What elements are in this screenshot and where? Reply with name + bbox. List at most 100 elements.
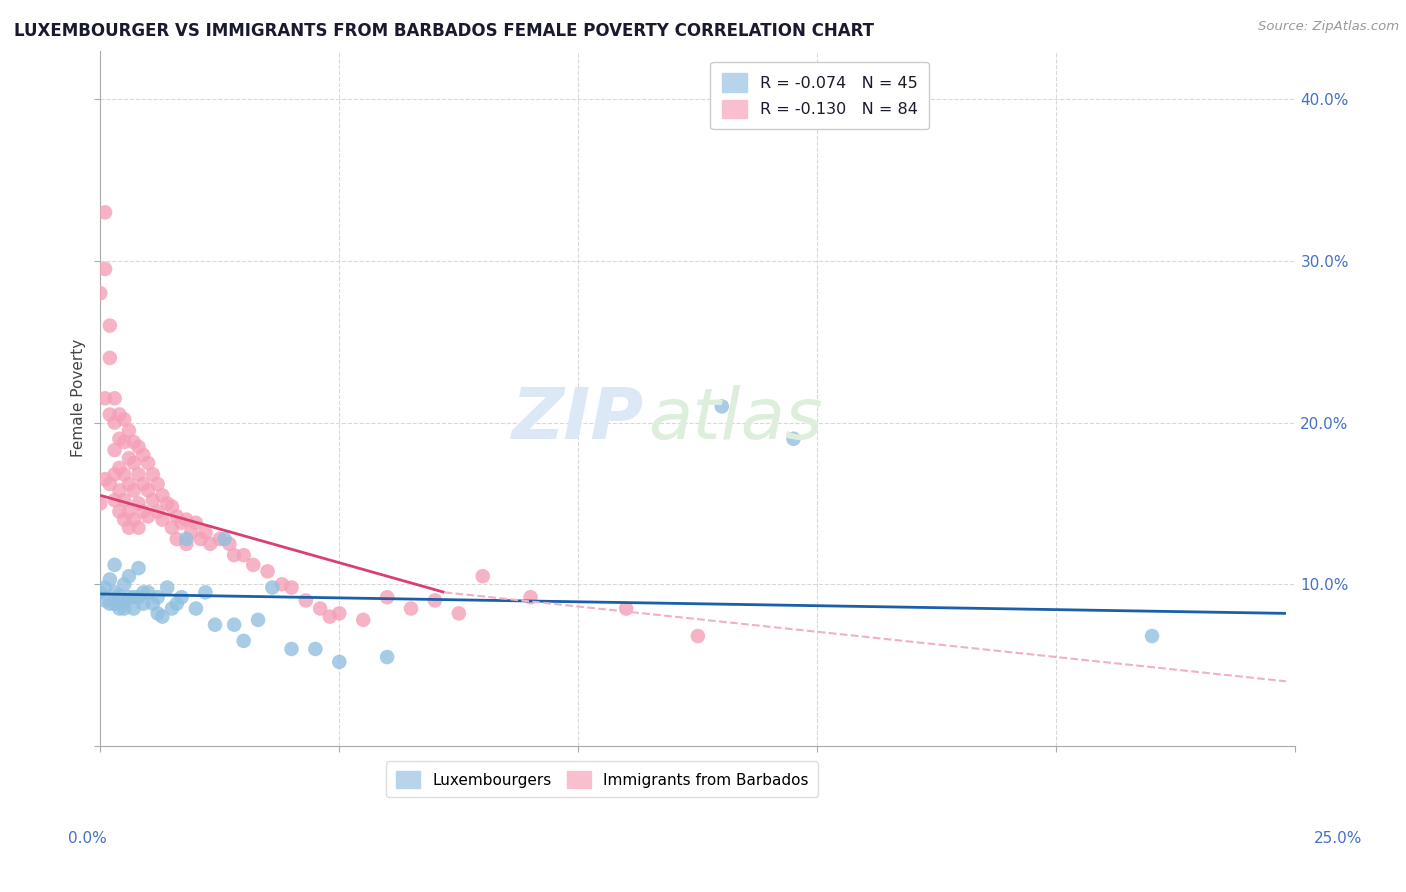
Point	[176, 513, 198, 527]
Point	[166, 532, 188, 546]
Point	[146, 477, 169, 491]
Point	[146, 504, 169, 518]
Point	[118, 477, 141, 491]
Point	[447, 607, 470, 621]
Point	[89, 286, 111, 301]
Point	[224, 617, 246, 632]
Point	[132, 504, 155, 518]
Point	[160, 601, 183, 615]
Point	[156, 581, 179, 595]
Point	[375, 591, 398, 605]
Point	[104, 558, 127, 572]
Point	[94, 205, 117, 219]
Point	[108, 483, 131, 498]
Text: 0.0%: 0.0%	[67, 831, 107, 846]
Point	[166, 509, 188, 524]
Point	[194, 585, 217, 599]
Point	[104, 416, 127, 430]
Point	[295, 593, 318, 607]
Point	[142, 467, 165, 482]
Point	[152, 609, 174, 624]
Point	[280, 581, 302, 595]
Point	[176, 532, 198, 546]
Point	[180, 525, 202, 540]
Point	[122, 483, 145, 498]
Point	[152, 513, 174, 527]
Text: Source: ZipAtlas.com: Source: ZipAtlas.com	[1258, 20, 1399, 33]
Point	[128, 521, 150, 535]
Point	[156, 496, 179, 510]
Point	[686, 629, 709, 643]
Point	[112, 412, 135, 426]
Point	[112, 493, 135, 508]
Point	[142, 493, 165, 508]
Point	[309, 601, 332, 615]
Point	[256, 565, 278, 579]
Point	[104, 585, 127, 599]
Point	[328, 607, 350, 621]
Y-axis label: Female Poverty: Female Poverty	[72, 339, 86, 458]
Point	[614, 601, 637, 615]
Point	[170, 591, 193, 605]
Point	[94, 392, 117, 406]
Point	[122, 513, 145, 527]
Point	[94, 581, 117, 595]
Point	[122, 601, 145, 615]
Point	[146, 591, 169, 605]
Point	[98, 318, 121, 333]
Point	[208, 532, 231, 546]
Point	[423, 593, 446, 607]
Point	[108, 408, 131, 422]
Point	[108, 589, 131, 603]
Point	[280, 642, 302, 657]
Point	[136, 509, 159, 524]
Point	[176, 537, 198, 551]
Point	[224, 548, 246, 562]
Point	[104, 443, 127, 458]
Point	[118, 521, 141, 535]
Point	[132, 585, 155, 599]
Point	[128, 440, 150, 454]
Point	[214, 532, 236, 546]
Point	[152, 488, 174, 502]
Point	[399, 601, 422, 615]
Point	[94, 472, 117, 486]
Point	[118, 591, 141, 605]
Point	[328, 655, 350, 669]
Point	[98, 573, 121, 587]
Point	[132, 597, 155, 611]
Point	[104, 597, 127, 611]
Point	[375, 650, 398, 665]
Point	[128, 496, 150, 510]
Point	[112, 593, 135, 607]
Point	[94, 593, 117, 607]
Point	[352, 613, 374, 627]
Point	[200, 537, 222, 551]
Point	[98, 597, 121, 611]
Point	[118, 569, 141, 583]
Point	[136, 585, 159, 599]
Point	[112, 467, 135, 482]
Point	[122, 591, 145, 605]
Point	[118, 424, 141, 438]
Point	[122, 435, 145, 450]
Point	[128, 561, 150, 575]
Point	[112, 513, 135, 527]
Point	[128, 467, 150, 482]
Point	[132, 477, 155, 491]
Point	[142, 597, 165, 611]
Point	[104, 467, 127, 482]
Point	[108, 461, 131, 475]
Point	[190, 532, 212, 546]
Point	[166, 597, 188, 611]
Point	[1140, 629, 1163, 643]
Point	[118, 451, 141, 466]
Point	[136, 456, 159, 470]
Point	[94, 262, 117, 277]
Point	[146, 607, 169, 621]
Point	[112, 601, 135, 615]
Point	[319, 609, 342, 624]
Point	[112, 435, 135, 450]
Point	[471, 569, 494, 583]
Point	[108, 601, 131, 615]
